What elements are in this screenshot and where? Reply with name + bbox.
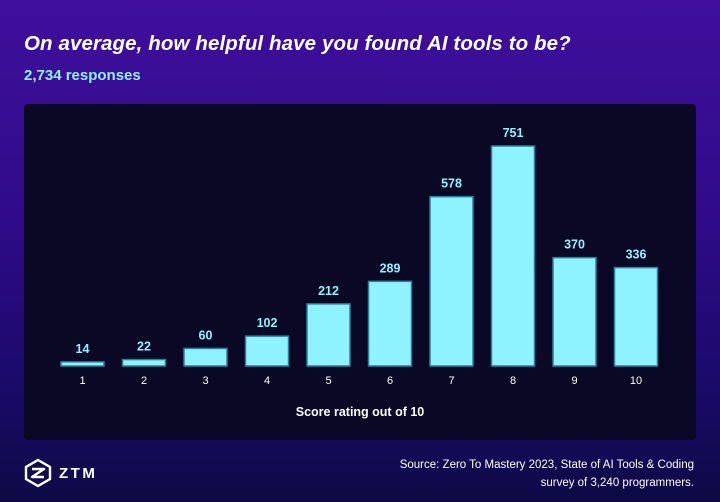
- source-note: Source: Zero To Mastery 2023, State of A…: [374, 456, 694, 492]
- x-axis-label: Score rating out of 10: [296, 405, 425, 419]
- bar-6: [367, 280, 413, 367]
- value-label-7: 578: [441, 177, 462, 191]
- bar-1: [60, 361, 105, 367]
- logo-text: ZTM: [59, 464, 98, 482]
- bar-7: [429, 195, 474, 367]
- value-labels-group: 14 22 60 102 212 289 578 751 370 336: [76, 126, 647, 356]
- bar-9: [552, 256, 597, 367]
- bar-5: [306, 303, 351, 367]
- bar-10: [613, 266, 659, 367]
- ztm-logo-icon: [24, 458, 52, 488]
- source-line-2: survey of 3,240 programmers.: [540, 477, 694, 489]
- ztm-logo: ZTM: [23, 458, 97, 488]
- value-label-10: 336: [626, 248, 647, 262]
- value-label-5: 212: [318, 284, 339, 298]
- value-label-3: 60: [199, 328, 213, 342]
- tick-label-5: 5: [325, 375, 331, 387]
- tick-label-7: 7: [448, 375, 454, 387]
- bars-group: [60, 145, 659, 367]
- bar-4: [244, 335, 290, 367]
- chart-title: On average, how helpful have you found A…: [24, 32, 571, 55]
- source-line-1: Source: Zero To Mastery 2023, State of A…: [399, 459, 694, 471]
- value-label-8: 751: [503, 126, 524, 140]
- value-label-6: 289: [380, 261, 401, 275]
- tick-label-4: 4: [264, 375, 270, 387]
- value-label-1: 14: [76, 342, 90, 356]
- tick-label-6: 6: [387, 375, 393, 387]
- bar-2: [121, 358, 167, 367]
- tick-label-1: 1: [79, 375, 85, 387]
- tick-label-2: 2: [141, 375, 147, 387]
- tick-label-3: 3: [202, 375, 208, 387]
- bar-3: [183, 347, 228, 367]
- value-label-4: 102: [257, 316, 278, 330]
- tick-label-10: 10: [630, 375, 642, 387]
- value-label-9: 370: [564, 238, 585, 252]
- value-label-2: 22: [137, 340, 151, 354]
- response-count: 2,734 responses: [24, 67, 141, 84]
- tick-label-8: 8: [510, 375, 516, 387]
- tick-labels-group: 1 2 3 4 5 6 7 8 9 10: [79, 375, 642, 387]
- tick-label-9: 9: [571, 375, 577, 387]
- chart-panel: 14 22 60 102 212 289 578 751 370 336 1 2 3 4 5 6 7 8 9 10 …: [24, 104, 696, 440]
- bar-8: [490, 145, 536, 367]
